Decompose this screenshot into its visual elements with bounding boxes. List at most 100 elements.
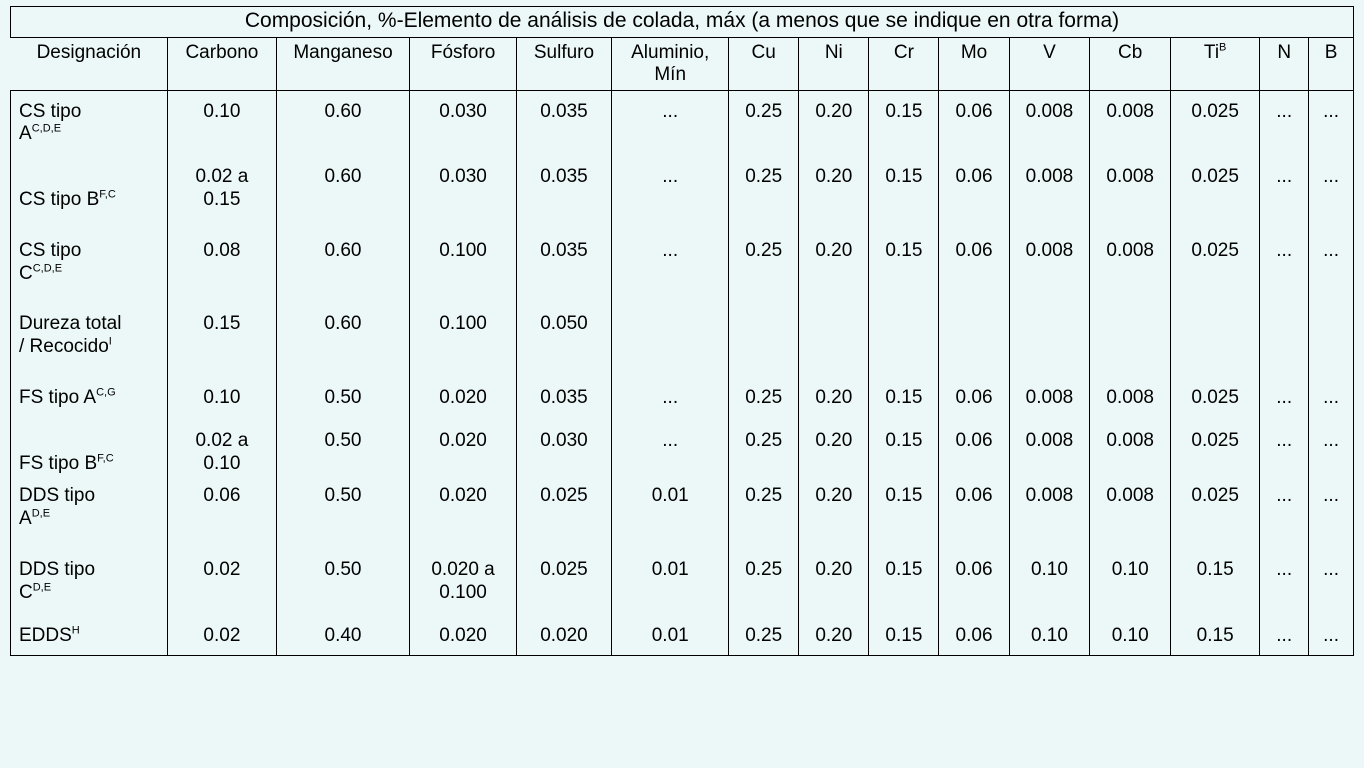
value-cell: 0.10 [1009, 559, 1090, 625]
value-cell: 0.15 [869, 240, 939, 314]
column-header: V [1009, 38, 1090, 91]
column-header: Sulfuro [516, 38, 612, 91]
value-cell: 0.20 [799, 90, 869, 166]
value-cell: 0.008 [1009, 90, 1090, 166]
column-header: Fósforo [410, 38, 516, 91]
designation-cell: FS tipo AC,G [11, 387, 168, 430]
column-label: Ti [1204, 42, 1219, 63]
value-cell: ... [1260, 625, 1309, 656]
value-cell: 0.06 [939, 625, 1009, 656]
value-cell: 0.06 [939, 387, 1009, 430]
column-header: Aluminio,Mín [612, 38, 729, 91]
designation-cell: Dureza total/ RecocidoI [11, 313, 168, 387]
value-cell: 0.10 [168, 387, 276, 430]
designation-cell: DDS tipoAD,E [11, 485, 168, 559]
value-cell: 0.15 [869, 166, 939, 240]
value-cell [799, 313, 869, 387]
designation-cell: DDS tipoCD,E [11, 559, 168, 625]
value-cell [1309, 313, 1354, 387]
column-label: Designación [37, 42, 142, 63]
value-cell: 0.20 [799, 240, 869, 314]
table-row: FS tipo AC,G0.100.500.0200.035...0.250.2… [11, 387, 1354, 430]
table-title: Composición, %-Elemento de análisis de c… [11, 7, 1354, 38]
value-cell: 0.008 [1090, 485, 1171, 559]
value-cell: 0.025 [1171, 166, 1260, 240]
value-cell: 0.020 [410, 387, 516, 430]
value-cell: ... [1260, 559, 1309, 625]
value-cell: ... [612, 387, 729, 430]
value-cell: 0.020 a0.100 [410, 559, 516, 625]
value-cell: ... [1309, 90, 1354, 166]
value-cell: 0.50 [276, 559, 410, 625]
value-cell: 0.15 [869, 625, 939, 656]
value-cell: 0.025 [516, 559, 612, 625]
table-row: FS tipo BF,C0.02 a0.100.500.0200.030...0… [11, 430, 1354, 486]
value-cell: ... [1260, 430, 1309, 486]
value-cell: ... [1260, 166, 1309, 240]
value-cell: ... [1260, 90, 1309, 166]
value-cell: 0.06 [939, 166, 1009, 240]
value-cell: ... [1309, 387, 1354, 430]
column-header: Ni [799, 38, 869, 91]
column-header: N [1260, 38, 1309, 91]
value-cell: 0.01 [612, 625, 729, 656]
value-cell: 0.60 [276, 166, 410, 240]
value-cell: 0.025 [1171, 240, 1260, 314]
value-cell: 0.008 [1090, 90, 1171, 166]
value-cell: 0.15 [869, 387, 939, 430]
value-cell: 0.008 [1090, 387, 1171, 430]
value-cell [1171, 313, 1260, 387]
value-cell: 0.50 [276, 485, 410, 559]
value-cell: ... [1309, 430, 1354, 486]
table-row: EDDSH0.020.400.0200.0200.010.250.200.150… [11, 625, 1354, 656]
value-cell: 0.035 [516, 166, 612, 240]
designation-cell: CS tipo BF,C [11, 166, 168, 240]
value-cell: 0.06 [939, 240, 1009, 314]
value-cell: 0.10 [1009, 625, 1090, 656]
table-row: DDS tipoCD,E0.020.500.020 a0.1000.0250.0… [11, 559, 1354, 625]
value-cell: 0.008 [1090, 430, 1171, 486]
value-cell: 0.15 [869, 485, 939, 559]
value-cell: 0.15 [869, 559, 939, 625]
column-label: Cr [894, 42, 914, 63]
column-header: Manganeso [276, 38, 410, 91]
value-cell: 0.020 [410, 485, 516, 559]
value-cell: 0.25 [729, 625, 799, 656]
value-cell: 0.50 [276, 430, 410, 486]
value-cell: 0.15 [168, 313, 276, 387]
value-cell [1009, 313, 1090, 387]
value-cell: 0.008 [1009, 387, 1090, 430]
column-label: Manganeso [293, 42, 392, 63]
value-cell: 0.25 [729, 485, 799, 559]
value-cell: ... [1309, 166, 1354, 240]
value-cell: 0.008 [1009, 430, 1090, 486]
value-cell: 0.008 [1090, 240, 1171, 314]
value-cell: ... [1309, 559, 1354, 625]
value-cell: 0.008 [1009, 485, 1090, 559]
value-cell: 0.40 [276, 625, 410, 656]
column-label: N [1277, 42, 1291, 63]
table-row: Dureza total/ RecocidoI0.150.600.1000.05… [11, 313, 1354, 387]
designation-cell: FS tipo BF,C [11, 430, 168, 486]
column-label: Fósforo [431, 42, 495, 63]
value-cell: 0.25 [729, 559, 799, 625]
value-cell: ... [1260, 240, 1309, 314]
value-cell: 0.100 [410, 313, 516, 387]
value-cell: 0.25 [729, 430, 799, 486]
column-label: B [1325, 42, 1338, 63]
value-cell: ... [1260, 387, 1309, 430]
table-row: CS tipoAC,D,E0.100.600.0300.035...0.250.… [11, 90, 1354, 166]
column-label: Cu [752, 42, 776, 63]
column-header: Designación [11, 38, 168, 91]
value-cell: 0.030 [410, 166, 516, 240]
value-cell: ... [1309, 240, 1354, 314]
table-row: CS tipoCC,D,E0.080.600.1000.035...0.250.… [11, 240, 1354, 314]
table-row: CS tipo BF,C0.02 a0.150.600.0300.035...0… [11, 166, 1354, 240]
value-cell: 0.15 [1171, 559, 1260, 625]
column-header: Cu [729, 38, 799, 91]
value-cell [729, 313, 799, 387]
designation-cell: CS tipoCC,D,E [11, 240, 168, 314]
value-cell: 0.020 [410, 430, 516, 486]
value-cell: 0.035 [516, 240, 612, 314]
column-header: TiB [1171, 38, 1260, 91]
